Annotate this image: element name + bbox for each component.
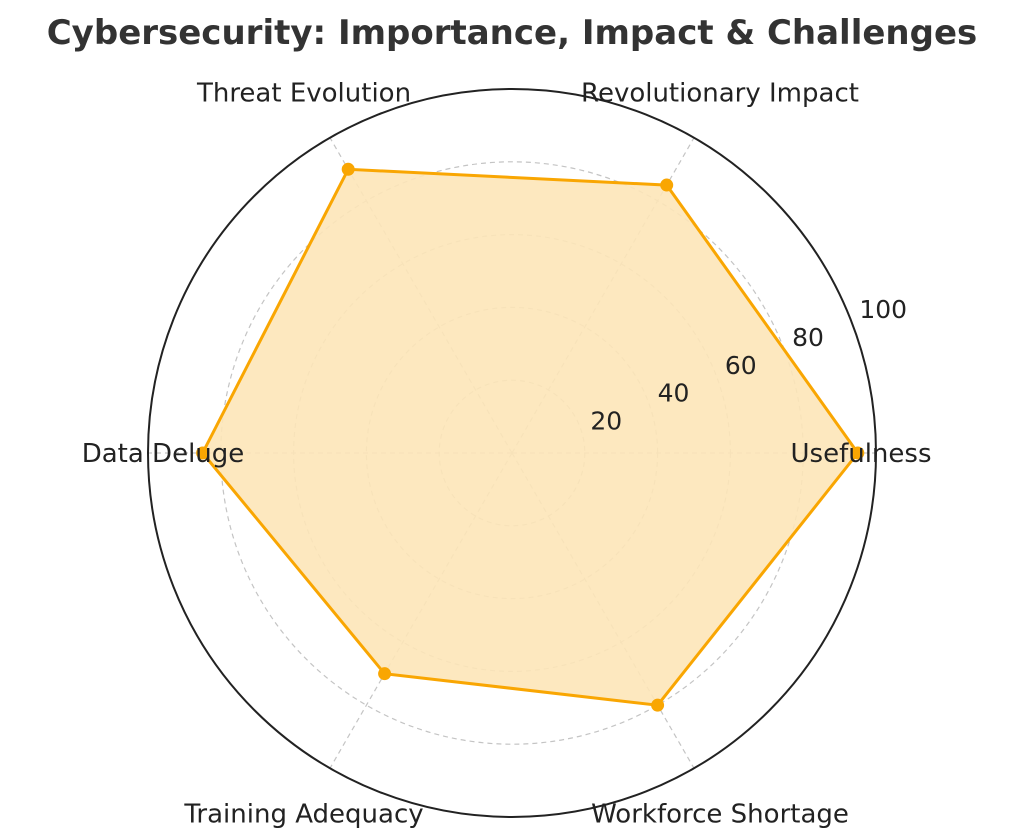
data-point-revolutionary-impact (660, 178, 674, 192)
category-label-workforce-shortage: Workforce Shortage (591, 799, 849, 829)
radar-series (196, 162, 865, 712)
data-point-usefulness (851, 446, 865, 460)
radial-tick-label: 100 (859, 295, 907, 324)
chart-title: Cybersecurity: Importance, Impact & Chal… (47, 13, 978, 53)
outer-frame-circle (147, 88, 877, 818)
data-point-training-adequacy (378, 667, 392, 681)
category-label-usefulness: Usefulness (791, 439, 932, 469)
data-point-threat-evolution (341, 162, 355, 176)
category-label-training-adequacy: Training Adequacy (183, 799, 423, 829)
radar-frame (147, 88, 877, 818)
data-point-data-deluge (196, 446, 210, 460)
radial-tick-label: 80 (792, 323, 824, 352)
radial-tick-labels: 20 40 60 80 100 (590, 295, 907, 435)
data-point-workforce-shortage (651, 698, 665, 712)
series-area (202, 169, 858, 706)
category-labels: Usefulness Revolutionary Impact Threat Evo… (82, 79, 932, 830)
category-label-data-deluge: Data Deluge (82, 439, 245, 469)
radial-tick-label: 20 (590, 407, 622, 436)
category-label-revolutionary-impact: Revolutionary Impact (581, 79, 859, 109)
radial-tick-label: 60 (725, 351, 757, 380)
radial-tick-label: 40 (658, 379, 690, 408)
category-label-threat-evolution: Threat Evolution (196, 79, 411, 109)
